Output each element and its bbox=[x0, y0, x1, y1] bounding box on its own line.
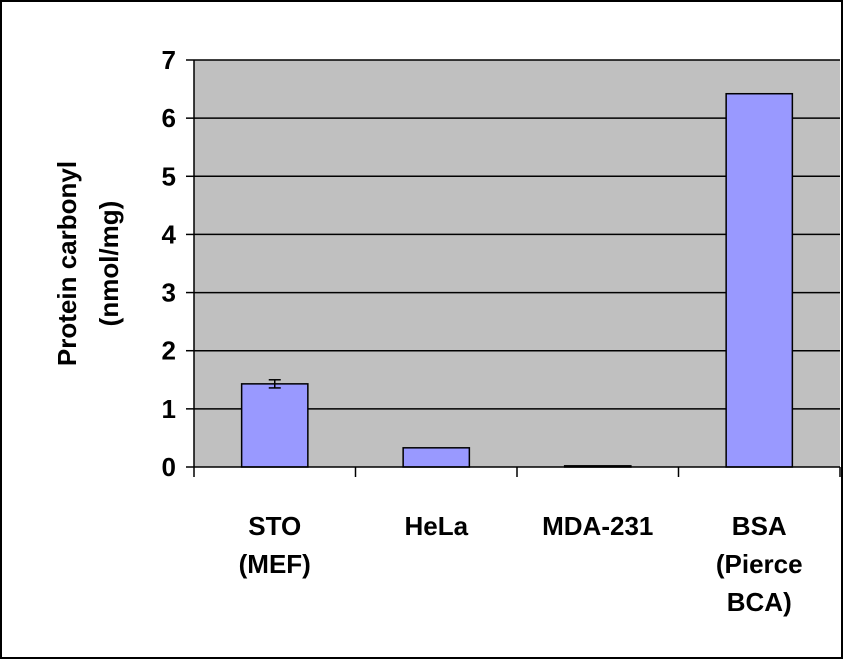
y-tick-label: 0 bbox=[162, 452, 176, 482]
bar bbox=[402, 447, 471, 468]
y-tick-label: 7 bbox=[162, 45, 176, 75]
y-tick-label: 3 bbox=[162, 278, 176, 308]
x-category-label: STO (MEF) bbox=[239, 511, 311, 579]
y-tick-label: 1 bbox=[162, 394, 176, 424]
bar bbox=[725, 92, 794, 468]
y-tick-label: 2 bbox=[162, 336, 176, 366]
y-tick-label: 5 bbox=[162, 161, 176, 191]
y-tick-label: 6 bbox=[162, 103, 176, 133]
x-category-label: MDA-231 bbox=[542, 511, 653, 541]
bars bbox=[240, 92, 794, 468]
y-axis-title: Protein carbonyl (nmol/mg) bbox=[52, 161, 124, 366]
bar bbox=[240, 383, 309, 468]
y-tick-label: 4 bbox=[162, 219, 177, 249]
labels: 0 1 2 3 4 5 6 7 STO (MEF) HeLa MDA-231 BSA (Pierce BCA… bbox=[52, 45, 803, 617]
x-category-label: HeLa bbox=[404, 511, 468, 541]
x-category-label: BSA (Pierce BCA) bbox=[716, 511, 803, 617]
axes bbox=[186, 59, 841, 477]
